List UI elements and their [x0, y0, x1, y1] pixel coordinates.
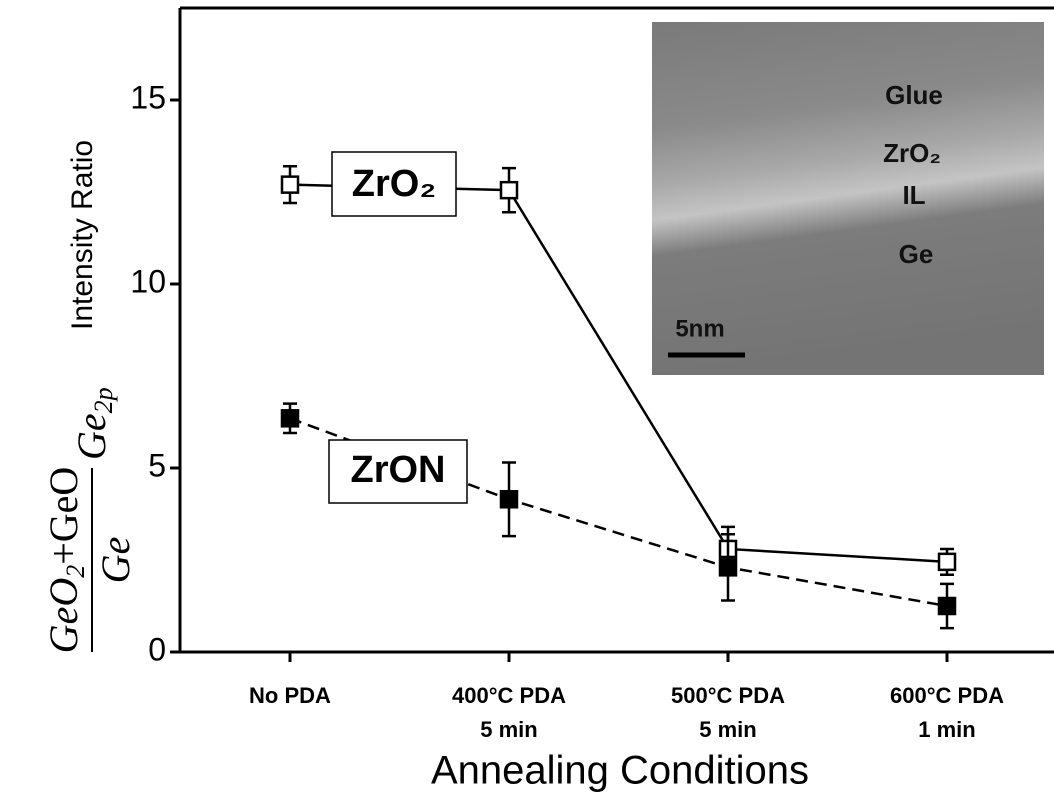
y-tick-label: 0 — [148, 631, 166, 667]
inset-label: IL — [902, 180, 925, 210]
scale-bar-label: 5nm — [675, 315, 724, 342]
marker — [282, 177, 298, 193]
marker — [720, 559, 736, 575]
series-label: ZrO₂ — [352, 163, 436, 205]
y-tick-label: 15 — [130, 79, 166, 115]
x-tick-label: 600°C PDA 1 min — [890, 683, 1004, 742]
y-tick-label: 10 — [130, 263, 166, 299]
x-tick-line: 500°C PDA — [671, 683, 785, 708]
y-title-denominator: Ge — [93, 537, 138, 584]
x-tick-label: No PDA — [249, 683, 331, 708]
x-tick-line: 600°C PDA — [890, 683, 1004, 708]
y-axis-title: GeO2+GeO Ge Ge2p Intensity Ratio — [41, 140, 138, 653]
inset-label: Glue — [885, 80, 943, 110]
marker — [501, 491, 517, 507]
x-tick-line: No PDA — [249, 683, 331, 708]
x-tick-label: 400°C PDA 5 min — [452, 683, 566, 742]
marker — [501, 182, 517, 198]
marker — [282, 410, 298, 426]
marker — [939, 598, 955, 614]
x-tick-label: 500°C PDA 5 min — [671, 683, 785, 742]
y-title-text: Intensity Ratio — [66, 140, 99, 330]
x-tick-line: 5 min — [699, 717, 756, 742]
inset-label: Ge — [899, 239, 934, 269]
x-tick-line: 5 min — [480, 717, 537, 742]
marker — [939, 554, 955, 570]
x-tick-line: 400°C PDA — [452, 683, 566, 708]
series-label: ZrON — [351, 449, 446, 491]
inset-label: ZrO₂ — [883, 138, 941, 168]
x-axis-title: Annealing Conditions — [431, 749, 809, 793]
y-title-numerator: GeO2+GeO — [41, 467, 90, 654]
chart: 5nm Glue ZrO₂ IL Ge Annealing Conditions… — [0, 0, 1054, 796]
x-tick-line: 1 min — [918, 717, 975, 742]
y-tick-label: 5 — [148, 447, 166, 483]
y-title-species: Ge2p — [69, 387, 118, 460]
